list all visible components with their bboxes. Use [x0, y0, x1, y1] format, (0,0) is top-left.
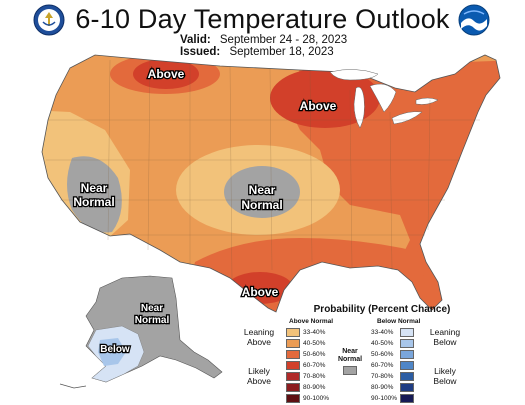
legend-below-swatch — [400, 394, 414, 403]
legend-above-swatch — [286, 361, 300, 370]
label-above-great-lakes: Above — [300, 99, 337, 113]
legend-above-range-label: 60-70% — [303, 362, 326, 369]
legend-near-swatch — [343, 366, 357, 375]
conus-outline — [41, 54, 501, 313]
legend-below-range-label: 80-90% — [371, 384, 394, 391]
above-60-70-north — [133, 59, 199, 89]
alaska-below-40-50 — [98, 338, 126, 366]
legend-below-range-label: 50-60% — [371, 351, 394, 358]
legend-leaning-above: Leaning Above — [243, 327, 275, 347]
legend-leaning-below: Leaning Below — [429, 327, 461, 347]
label-near-west-1: Near — [81, 181, 108, 195]
issued-dates: Issued: September 18, 2023 — [180, 46, 334, 58]
state-lines — [46, 59, 480, 281]
near-normal-central — [224, 166, 300, 218]
label-near-west-2: Normal — [73, 195, 114, 209]
great-lakes — [329, 69, 439, 129]
legend-likely-below: Likely Below — [433, 366, 457, 386]
legend-below-swatch — [400, 350, 414, 359]
valid-value: September 24 - 28, 2023 — [219, 34, 348, 46]
legend-below-range-label: 33-40% — [371, 329, 394, 336]
label-above-texas: Above — [242, 285, 279, 299]
label-near-central-1: Near — [249, 183, 276, 197]
legend-above-range-label: 70-80% — [303, 373, 326, 380]
valid-label: Valid: — [180, 34, 211, 46]
issued-label: Issued: — [180, 46, 221, 58]
legend-above-range-label: 90-100% — [303, 395, 330, 402]
legend-below-range-label: 60-70% — [371, 362, 394, 369]
legend-above-swatch — [286, 328, 300, 337]
label-above-north: Above — [148, 67, 185, 81]
legend-above-swatch — [286, 339, 300, 348]
legend-below-swatch — [400, 372, 414, 381]
valid-dates: Valid: September 24 - 28, 2023 — [180, 34, 347, 46]
legend-below-swatch — [400, 361, 414, 370]
legend-above-swatch — [286, 350, 300, 359]
legend-above-swatch — [286, 372, 300, 381]
legend-above-range-label: 40-50% — [303, 340, 326, 347]
legend-near-header: Near Normal — [337, 348, 363, 363]
label-near-alaska-2: Normal — [135, 315, 170, 326]
issued-value: September 18, 2023 — [229, 46, 334, 58]
label-below-alaska: Below — [100, 344, 130, 355]
alaska-map — [59, 275, 223, 389]
legend-above-range-label: 33-40% — [303, 329, 326, 336]
map-title: 6-10 Day Temperature Outlook — [75, 4, 450, 34]
legend-above-range-label: 80-90% — [303, 384, 326, 391]
legend-below-swatch — [400, 328, 414, 337]
legend-below-range-label: 70-80% — [371, 373, 394, 380]
aleutian-islands — [59, 383, 87, 389]
legend-above-header: Above Normal — [289, 318, 334, 325]
label-near-alaska-1: Near — [141, 303, 163, 314]
commerce-seal-icon — [33, 4, 65, 36]
legend-above-range-label: 50-60% — [303, 351, 326, 358]
label-near-central-2: Normal — [241, 198, 282, 212]
legend-below-swatch — [400, 383, 414, 392]
legend-below-swatch — [400, 339, 414, 348]
noaa-logo-icon — [458, 4, 490, 36]
legend-title: Probability (Percent Chance) — [313, 304, 451, 315]
legend-below-range-label: 40-50% — [371, 340, 394, 347]
above-60-70-great-lakes — [270, 68, 380, 128]
legend-likely-above: Likely Above — [246, 366, 272, 386]
legend-above-swatch — [286, 394, 300, 403]
legend-below-range-label: 90-100% — [371, 395, 398, 402]
legend-above-swatch — [286, 383, 300, 392]
legend-below-header: Below Normal — [377, 318, 421, 325]
